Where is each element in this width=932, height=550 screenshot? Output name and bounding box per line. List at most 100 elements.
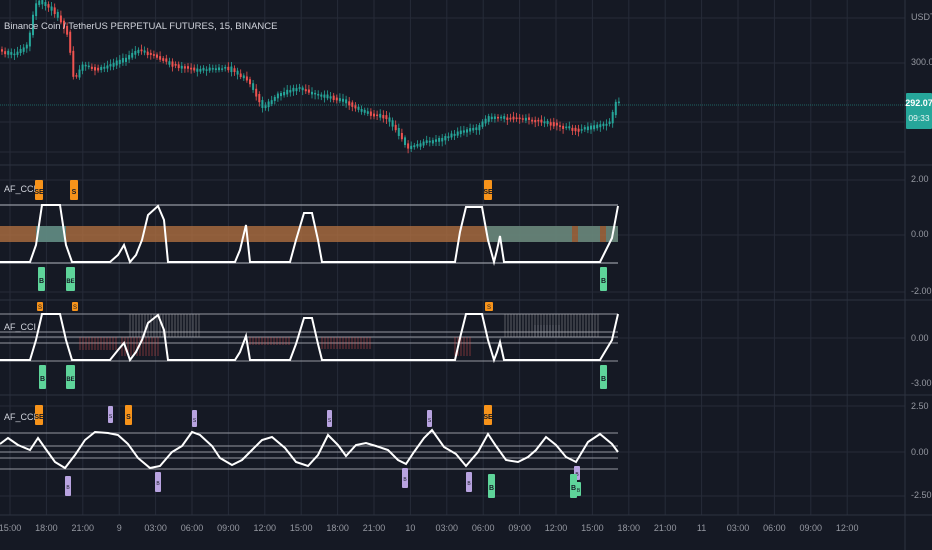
svg-text:S: S: [73, 305, 77, 311]
band-teal-3: [578, 226, 600, 242]
bounce-marker[interactable]: B: [65, 476, 71, 496]
last-price-value: 292.07: [905, 98, 932, 108]
svg-text:SE: SE: [483, 189, 493, 196]
buy-marker[interactable]: B: [570, 474, 577, 498]
symbol-title[interactable]: Binance Coin / TetherUS PERPETUAL FUTURE…: [4, 21, 278, 32]
currency-label: USDT: [911, 12, 932, 22]
time-tick-label: 11: [697, 523, 706, 533]
buy-marker[interactable]: B: [576, 482, 581, 496]
time-tick-label: 09:00: [217, 523, 240, 533]
indicator-pane-2[interactable]: AF_CCI 0.00 -3.00 S S S B BE B: [0, 302, 932, 389]
buy-marker[interactable]: B: [39, 365, 46, 389]
svg-text:B: B: [577, 488, 581, 494]
time-axis[interactable]: 15:00 18:00 21:00 9 03:00 06:00 09:00 12:00 15:0…: [0, 523, 858, 533]
price-pane[interactable]: Binance Coin / TetherUS PERPETUAL FUTURE…: [0, 0, 932, 154]
bounce-marker[interactable]: B: [402, 468, 408, 488]
bounce-marker[interactable]: S: [327, 410, 332, 427]
indicator-label[interactable]: AF_CCI: [4, 412, 36, 422]
svg-text:B: B: [403, 477, 407, 483]
svg-text:S: S: [487, 305, 491, 311]
band-orange: [0, 226, 618, 242]
candlestick-series[interactable]: [1, 0, 620, 154]
buy-marker[interactable]: B: [600, 267, 607, 291]
bounce-marker[interactable]: S: [192, 410, 197, 427]
oscillator-line[interactable]: [0, 313, 619, 364]
time-tick-label: 15:00: [290, 523, 313, 533]
svg-text:B: B: [467, 481, 471, 487]
time-tick-label: 9: [117, 523, 122, 533]
svg-text:S: S: [193, 418, 197, 424]
svg-text:B: B: [156, 481, 160, 487]
sell-marker[interactable]: SE: [34, 405, 44, 425]
sell-marker[interactable]: SE: [483, 405, 493, 425]
time-tick-label: 03:00: [727, 523, 750, 533]
indicator-pane-1[interactable]: AF_CCI 2.00 0.00 -2.00 SE S SE B BE B: [0, 174, 932, 296]
time-tick-label: 21:00: [654, 523, 677, 533]
sell-marker[interactable]: SE: [34, 180, 44, 200]
svg-text:BE: BE: [66, 279, 74, 285]
axis-tick: -2.00: [911, 286, 932, 296]
svg-text:B: B: [39, 278, 44, 285]
time-tick-label: 10: [405, 523, 415, 533]
sell-marker[interactable]: SE: [483, 180, 493, 200]
time-tick-label: 18:00: [618, 523, 641, 533]
time-tick-label: 15:00: [581, 523, 604, 533]
svg-text:SE: SE: [483, 414, 493, 421]
indicator-label[interactable]: AF_CCI: [4, 184, 36, 194]
time-tick-label: 15:00: [0, 523, 21, 533]
axis-tick: 0.00: [911, 447, 929, 457]
axis-tick: -2.50: [911, 490, 932, 500]
svg-text:SE: SE: [34, 189, 44, 196]
sell-marker[interactable]: S: [70, 180, 78, 200]
bar-countdown: 09:33: [908, 113, 930, 123]
time-tick-label: 06:00: [763, 523, 786, 533]
oscillator-line[interactable]: [0, 204, 619, 266]
svg-text:S: S: [72, 189, 77, 196]
sell-marker[interactable]: S: [485, 302, 493, 311]
time-tick-label: 09:00: [800, 523, 823, 533]
indicator-label[interactable]: AF_CCI: [4, 322, 36, 332]
oscillator-line[interactable]: [0, 428, 619, 470]
price-tick: 300.00: [911, 57, 932, 67]
band-teal-1: [36, 226, 66, 242]
time-tick-label: 06:00: [472, 523, 495, 533]
svg-text:B: B: [571, 485, 576, 492]
svg-text:SE: SE: [34, 414, 44, 421]
buy-marker[interactable]: BE: [66, 267, 75, 291]
time-tick-label: 12:00: [254, 523, 277, 533]
indicator-pane-3[interactable]: AF_CCI 2.50 0.00 -2.50 SE S S S S S SE B…: [0, 401, 932, 500]
svg-text:S: S: [428, 418, 432, 424]
svg-text:S: S: [328, 418, 332, 424]
svg-text:S: S: [38, 305, 42, 311]
axis-tick: 0.00: [911, 333, 929, 343]
buy-marker[interactable]: B: [600, 365, 607, 389]
svg-text:B: B: [601, 376, 606, 383]
time-tick-label: 18:00: [326, 523, 349, 533]
buy-marker[interactable]: B: [38, 267, 45, 291]
sell-marker[interactable]: S: [37, 302, 43, 311]
last-price-badge: [906, 93, 932, 129]
buy-marker[interactable]: B: [488, 474, 495, 498]
bounce-marker[interactable]: S: [108, 406, 113, 423]
time-tick-label: 12:00: [836, 523, 859, 533]
buy-marker[interactable]: BE: [66, 365, 75, 389]
bounce-marker[interactable]: S: [427, 410, 432, 427]
time-tick-label: 21:00: [72, 523, 95, 533]
histogram-bars: [79, 314, 599, 356]
time-tick-label: 21:00: [363, 523, 386, 533]
svg-text:S: S: [109, 414, 113, 420]
band-teal-2: [487, 226, 572, 242]
grid-lines: [0, 0, 905, 515]
svg-text:S: S: [126, 414, 131, 421]
bounce-marker[interactable]: B: [155, 472, 161, 492]
time-tick-label: 03:00: [144, 523, 167, 533]
sell-marker[interactable]: S: [72, 302, 78, 311]
sell-marker[interactable]: S: [125, 405, 132, 425]
bounce-marker[interactable]: B: [466, 472, 472, 492]
svg-text:B: B: [40, 376, 45, 383]
svg-text:B: B: [601, 278, 606, 285]
axis-tick: 0.00: [911, 229, 929, 239]
time-tick-label: 18:00: [35, 523, 58, 533]
